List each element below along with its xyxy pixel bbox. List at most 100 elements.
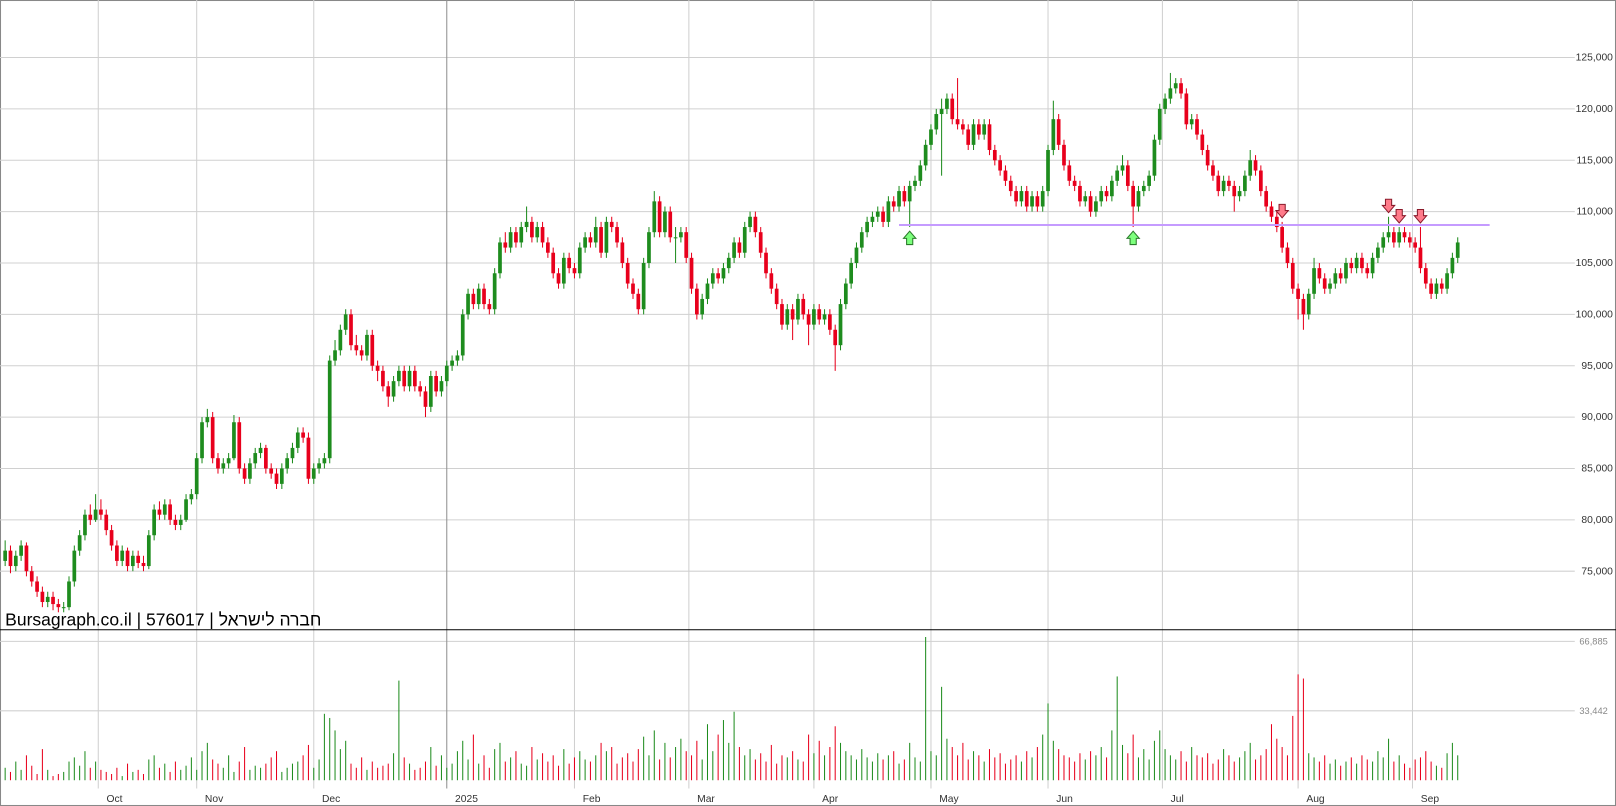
candle-body — [402, 370, 407, 387]
candle-body — [1365, 268, 1370, 274]
candle-body — [93, 509, 98, 520]
candle-body — [173, 519, 178, 525]
candle-body — [1072, 180, 1077, 186]
y-tick-label: 115,000 — [1576, 155, 1613, 166]
x-tick-label: Apr — [822, 794, 839, 805]
candle-body — [790, 309, 795, 320]
candle-body — [1157, 108, 1162, 140]
candle-body — [737, 242, 742, 253]
candle-body — [822, 314, 827, 320]
candle-body — [1280, 227, 1284, 248]
candle-body — [1003, 170, 1008, 181]
candle-body — [83, 514, 87, 536]
candle-body — [216, 458, 220, 469]
candle-body — [530, 221, 534, 238]
candle-body — [1173, 83, 1178, 89]
candle-body — [1418, 247, 1423, 269]
candle-body — [210, 417, 215, 459]
candle-body — [61, 607, 66, 609]
candle-body — [24, 545, 29, 572]
buy-arrow — [902, 230, 917, 246]
candle-body — [769, 273, 774, 289]
candle-body — [130, 555, 135, 567]
candle-body — [1455, 242, 1460, 258]
candle-body — [1237, 191, 1242, 197]
candle-body — [482, 288, 486, 305]
candle-body — [1296, 288, 1300, 299]
volume-tick-label: 33,442 — [1579, 706, 1607, 716]
candle-body — [1168, 88, 1173, 99]
candle-body — [29, 571, 34, 582]
x-tick-label: 2025 — [455, 794, 478, 805]
candle-body — [51, 596, 55, 605]
candle-body — [226, 458, 231, 464]
candle-body — [604, 221, 609, 253]
candle-body — [508, 232, 513, 248]
candle-body — [40, 591, 45, 603]
candle-body — [838, 304, 843, 346]
candle-body — [322, 458, 327, 464]
candle-body — [386, 386, 391, 397]
candle-body — [620, 242, 625, 263]
candle-body — [8, 550, 13, 567]
sell-arrow — [1391, 209, 1407, 224]
candle-body — [349, 314, 353, 346]
candle-body — [641, 262, 646, 310]
y-tick-label: 80,000 — [1581, 515, 1613, 526]
candle-body — [1104, 191, 1109, 197]
candle-body — [45, 596, 50, 603]
candle-body — [1008, 180, 1013, 192]
candle-body — [205, 417, 210, 423]
candle-body — [221, 463, 226, 469]
candle-body — [1354, 257, 1359, 269]
candle-body — [359, 350, 364, 356]
candle-body — [726, 257, 731, 269]
candle-body — [168, 504, 172, 520]
candle-body — [407, 370, 412, 387]
candle-body — [1243, 175, 1247, 192]
candle-body — [764, 252, 768, 274]
y-tick-label: 125,000 — [1576, 53, 1613, 64]
candle-body — [1120, 165, 1125, 171]
y-tick-label: 110,000 — [1576, 207, 1613, 218]
candle-body — [1046, 149, 1050, 192]
candle-body — [136, 555, 141, 563]
x-tick-label: Jun — [1056, 794, 1073, 805]
candle-body — [258, 447, 263, 454]
candle-body — [1024, 191, 1029, 207]
candle-body — [732, 242, 736, 258]
candle-body — [1115, 170, 1120, 181]
candle-body — [333, 350, 337, 361]
candle-body — [1407, 237, 1412, 243]
candle-body — [77, 535, 82, 551]
candle-body — [588, 237, 593, 243]
candle-body — [471, 293, 476, 305]
candle-body — [1056, 119, 1061, 145]
candle-body — [806, 314, 811, 325]
candle-body — [1205, 149, 1210, 166]
candle-body — [1381, 237, 1386, 248]
candle-body — [716, 273, 720, 279]
candle-body — [982, 124, 987, 135]
candle-body — [306, 437, 311, 479]
x-tick-label: Feb — [583, 794, 601, 805]
candle-body — [625, 262, 630, 284]
volume-tick-label: 66,885 — [1579, 636, 1607, 646]
candle-body — [870, 216, 875, 222]
candle-body — [317, 463, 321, 469]
candle-body — [540, 227, 545, 243]
candle-body — [109, 530, 114, 546]
candle-body — [3, 550, 8, 561]
candle-body — [1200, 134, 1205, 150]
candle-body — [1423, 268, 1428, 284]
candle-body — [1376, 247, 1380, 258]
y-tick-label: 90,000 — [1581, 412, 1613, 423]
candle-body — [264, 447, 268, 469]
candle-body — [599, 227, 603, 253]
candle-body — [1312, 268, 1316, 294]
candle-body — [99, 509, 103, 515]
candle-body — [184, 499, 188, 520]
candle-body — [1216, 175, 1221, 192]
y-tick-label: 75,000 — [1581, 566, 1613, 577]
